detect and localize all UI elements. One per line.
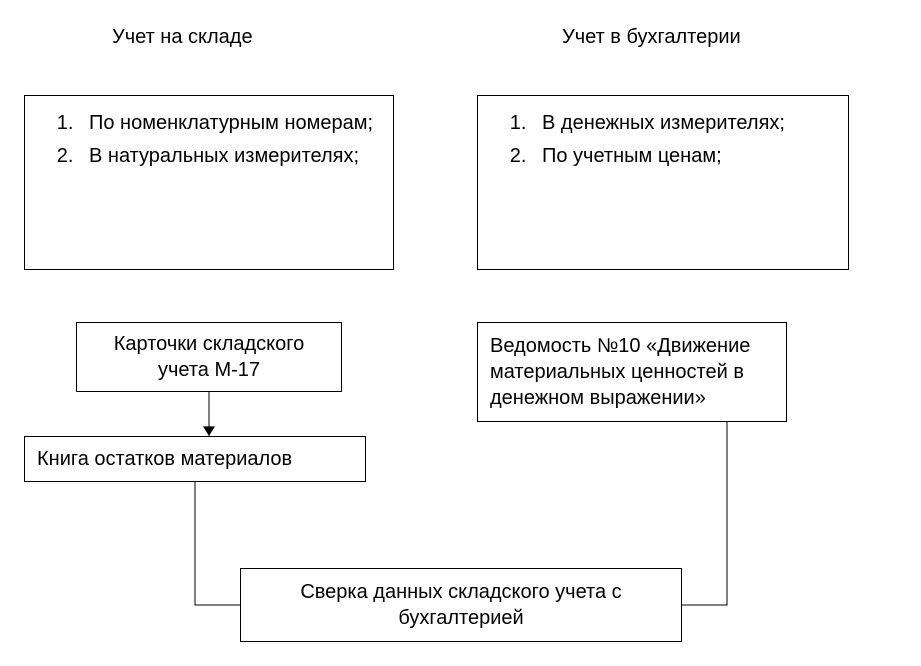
accounting-list-item: По учетным ценам;	[532, 143, 848, 170]
box-vedomost-label: Ведомость №10 «Движение материальных цен…	[490, 333, 774, 411]
box-m17-label: Карточки складского учета М-17	[87, 331, 331, 383]
warehouse-list-item: По номенклатурным номерам;	[79, 110, 393, 137]
diagram-canvas: Учет на складе Учет в бухгалтерии По ном…	[0, 0, 921, 666]
box-sverka-label: Сверка данных складского учета с бухгалт…	[251, 579, 671, 631]
warehouse-list: По номенклатурным номерам; В натуральных…	[25, 96, 393, 170]
box-kniga-label: Книга остатков материалов	[37, 446, 292, 472]
heading-warehouse: Учет на складе	[112, 26, 253, 49]
heading-accounting: Учет в бухгалтерии	[562, 26, 741, 49]
box-m17: Карточки складского учета М-17	[76, 322, 342, 392]
warehouse-list-item: В натуральных измерителях;	[79, 143, 393, 170]
box-vedomost: Ведомость №10 «Движение материальных цен…	[477, 322, 787, 422]
accounting-list-item: В денежных измерителях;	[532, 110, 848, 137]
box-sverka: Сверка данных складского учета с бухгалт…	[240, 568, 682, 642]
box-warehouse-list: По номенклатурным номерам; В натуральных…	[24, 95, 394, 270]
box-kniga: Книга остатков материалов	[24, 436, 366, 482]
box-accounting-list: В денежных измерителях; По учетным ценам…	[477, 95, 849, 270]
accounting-list: В денежных измерителях; По учетным ценам…	[478, 96, 848, 170]
